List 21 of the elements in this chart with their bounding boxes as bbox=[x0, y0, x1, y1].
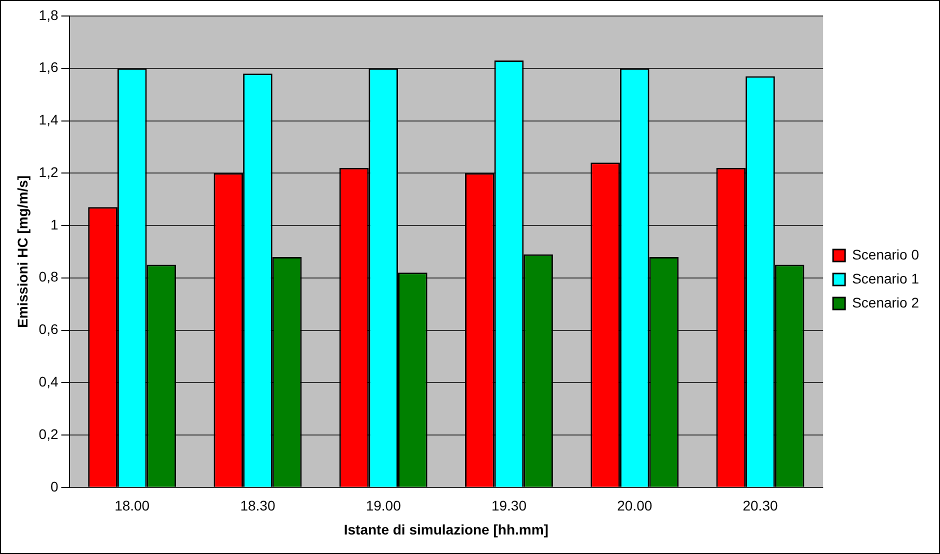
y-tick-label: 0,6 bbox=[38, 321, 58, 338]
x-tick-label: 18.00 bbox=[114, 498, 150, 514]
x-tick-label: 18.30 bbox=[240, 498, 276, 514]
y-tick-label: 0,4 bbox=[38, 374, 58, 390]
x-tick-label: 20.30 bbox=[742, 498, 778, 514]
x-tick-label: 19.30 bbox=[491, 498, 527, 514]
x-tick-label: 19.00 bbox=[366, 498, 402, 514]
y-axis-title: Emissioni HC [mg/m/s] bbox=[14, 175, 30, 328]
y-tick-label: 0 bbox=[50, 478, 58, 494]
x-tick-label: 20.00 bbox=[617, 498, 652, 514]
legend-label: Scenario 2 bbox=[852, 294, 920, 310]
y-tick-label: 1,6 bbox=[38, 59, 58, 76]
y-tick-label: 1,2 bbox=[38, 164, 58, 180]
y-tick-label: 0,2 bbox=[38, 426, 58, 442]
legend-label: Scenario 0 bbox=[852, 246, 920, 262]
legend-label: Scenario 1 bbox=[852, 270, 920, 286]
y-tick-label: 1,4 bbox=[38, 112, 58, 128]
y-tick-label: 0,8 bbox=[38, 268, 58, 285]
y-tick-label: 1,8 bbox=[38, 6, 58, 23]
x-axis-title: Istante di simulazione [hh.mm] bbox=[344, 521, 548, 538]
y-tick-label: 1 bbox=[50, 216, 58, 232]
